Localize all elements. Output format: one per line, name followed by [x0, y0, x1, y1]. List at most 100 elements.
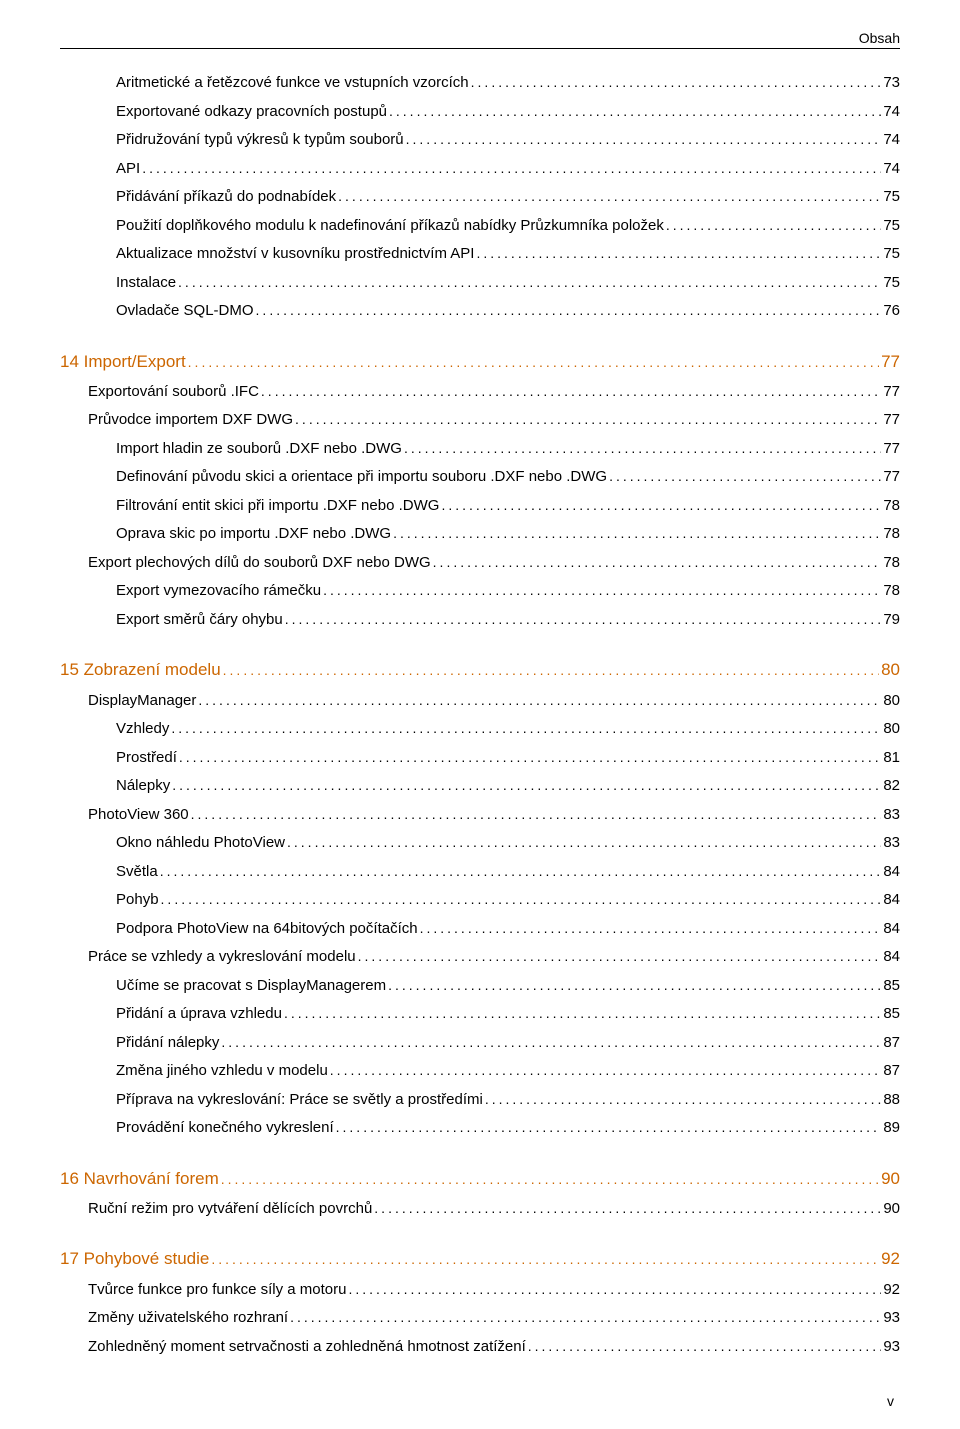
toc-entry-row[interactable]: Pohyb84: [60, 886, 900, 915]
toc-entry-row[interactable]: Změna jiného vzhledu v modelu87: [60, 1057, 900, 1086]
toc-chapter-row[interactable]: 15 Zobrazení modelu80: [60, 654, 900, 686]
toc-entry-label: Instalace: [116, 269, 176, 298]
toc-entry-label: Export vymezovacího rámečku: [116, 577, 321, 606]
toc-entry-page: 89: [883, 1114, 900, 1143]
toc-entry-page: 88: [883, 1086, 900, 1115]
toc-dots: [223, 654, 879, 686]
toc-entry-label: Vzhledy: [116, 715, 169, 744]
toc-entry-page: 81: [883, 744, 900, 773]
toc-dots: [374, 1195, 881, 1224]
toc-entry-row[interactable]: Světla84: [60, 858, 900, 887]
toc-dots: [420, 915, 882, 944]
toc-entry-row[interactable]: Příprava na vykreslování: Práce se světl…: [60, 1086, 900, 1115]
table-of-contents: Aritmetické a řetězcové funkce ve vstupn…: [60, 69, 900, 1361]
toc-chapter-row[interactable]: 17 Pohybové studie 92: [60, 1243, 900, 1275]
toc-entry-row[interactable]: Aktualizace množství v kusovníku prostře…: [60, 240, 900, 269]
toc-entry-label: Změny uživatelského rozhraní: [88, 1304, 288, 1333]
toc-entry-row[interactable]: Vzhledy80: [60, 715, 900, 744]
toc-chapter-row[interactable]: 16 Navrhování forem90: [60, 1163, 900, 1195]
toc-group: 15 Zobrazení modelu80DisplayManager 80Vz…: [60, 654, 900, 1142]
toc-entry-label: Export plechových dílů do souborů DXF ne…: [88, 549, 431, 578]
toc-entry-row[interactable]: Filtrování entit skici při importu .DXF …: [60, 492, 900, 521]
toc-entry-row[interactable]: Tvůrce funkce pro funkce síly a motoru92: [60, 1276, 900, 1305]
toc-entry-label: 15 Zobrazení modelu: [60, 654, 221, 686]
toc-dots: [161, 886, 882, 915]
toc-dots: [284, 1000, 881, 1029]
toc-entry-row[interactable]: Ruční režim pro vytváření dělících povrc…: [60, 1195, 900, 1224]
toc-entry-row[interactable]: Použití doplňkového modulu k nadefinován…: [60, 212, 900, 241]
page: Obsah Aritmetické a řetězcové funkce ve …: [0, 0, 960, 1429]
toc-dots: [406, 126, 882, 155]
toc-entry-row[interactable]: Průvodce importem DXF DWG77: [60, 406, 900, 435]
toc-entry-row[interactable]: Aritmetické a řetězcové funkce ve vstupn…: [60, 69, 900, 98]
toc-entry-row[interactable]: Oprava skic po importu .DXF nebo .DWG78: [60, 520, 900, 549]
toc-entry-row[interactable]: Definování původu skici a orientace při …: [60, 463, 900, 492]
toc-entry-page: 87: [883, 1029, 900, 1058]
toc-dots: [295, 406, 881, 435]
toc-entry-label: Práce se vzhledy a vykreslování modelu: [88, 943, 356, 972]
toc-entry-label: Filtrování entit skici při importu .DXF …: [116, 492, 439, 521]
toc-entry-row[interactable]: Práce se vzhledy a vykreslování modelu 84: [60, 943, 900, 972]
toc-entry-row[interactable]: Okno náhledu PhotoView83: [60, 829, 900, 858]
toc-entry-page: 83: [883, 801, 900, 830]
toc-dots: [666, 212, 881, 241]
toc-entry-label: Provádění konečného vykreslení: [116, 1114, 334, 1143]
toc-entry-page: 84: [883, 943, 900, 972]
toc-entry-row[interactable]: Změny uživatelského rozhraní93: [60, 1304, 900, 1333]
toc-entry-label: Export směrů čáry ohybu: [116, 606, 283, 635]
toc-entry-row[interactable]: API74: [60, 155, 900, 184]
page-footer: v: [887, 1393, 894, 1409]
toc-entry-row[interactable]: Provádění konečného vykreslení 89: [60, 1114, 900, 1143]
toc-group: 16 Navrhování forem90Ruční režim pro vyt…: [60, 1163, 900, 1224]
toc-entry-label: Přidání a úprava vzhledu: [116, 1000, 282, 1029]
toc-dots: [485, 1086, 882, 1115]
toc-entry-page: 79: [883, 606, 900, 635]
toc-entry-page: 82: [883, 772, 900, 801]
toc-entry-row[interactable]: DisplayManager 80: [60, 687, 900, 716]
toc-entry-page: 85: [883, 1000, 900, 1029]
toc-entry-row[interactable]: Přidávání příkazů do podnabídek75: [60, 183, 900, 212]
toc-dots: [171, 715, 881, 744]
toc-entry-page: 92: [881, 1243, 900, 1275]
toc-entry-label: Nálepky: [116, 772, 170, 801]
header-divider: [60, 48, 900, 49]
toc-entry-row[interactable]: Přidružování typů výkresů k typům soubor…: [60, 126, 900, 155]
toc-entry-row[interactable]: Zohledněný moment setrvačnosti a zohledn…: [60, 1333, 900, 1362]
toc-entry-page: 90: [881, 1163, 900, 1195]
toc-entry-row[interactable]: Instalace75: [60, 269, 900, 298]
toc-entry-row[interactable]: Exportování souborů .IFC77: [60, 378, 900, 407]
toc-entry-label: Příprava na vykreslování: Práce se světl…: [116, 1086, 483, 1115]
toc-dots: [433, 549, 882, 578]
toc-entry-row[interactable]: PhotoView 360 83: [60, 801, 900, 830]
toc-entry-page: 80: [883, 687, 900, 716]
toc-entry-label: 17 Pohybové studie: [60, 1243, 209, 1275]
toc-entry-row[interactable]: Ovladače SQL-DMO76: [60, 297, 900, 326]
toc-entry-row[interactable]: Export vymezovacího rámečku78: [60, 577, 900, 606]
header-label: Obsah: [60, 30, 900, 46]
toc-entry-row[interactable]: Nálepky 82: [60, 772, 900, 801]
toc-entry-row[interactable]: Přidání a úprava vzhledu 85: [60, 1000, 900, 1029]
toc-dots: [609, 463, 881, 492]
toc-entry-row[interactable]: Import hladin ze souborů .DXF nebo .DWG7…: [60, 435, 900, 464]
toc-entry-page: 93: [883, 1333, 900, 1362]
toc-entry-page: 78: [883, 492, 900, 521]
toc-entry-page: 92: [883, 1276, 900, 1305]
toc-entry-page: 84: [883, 915, 900, 944]
toc-entry-label: DisplayManager: [88, 687, 196, 716]
toc-entry-row[interactable]: Exportované odkazy pracovních postupů74: [60, 98, 900, 127]
toc-entry-row[interactable]: Přidání nálepky87: [60, 1029, 900, 1058]
toc-entry-row[interactable]: Učíme se pracovat s DisplayManagerem85: [60, 972, 900, 1001]
toc-entry-row[interactable]: Podpora PhotoView na 64bitových počítačí…: [60, 915, 900, 944]
toc-entry-label: Zohledněný moment setrvačnosti a zohledn…: [88, 1333, 526, 1362]
toc-dots: [323, 577, 881, 606]
toc-dots: [287, 829, 881, 858]
toc-entry-row[interactable]: Export směrů čáry ohybu 79: [60, 606, 900, 635]
toc-entry-label: PhotoView 360: [88, 801, 189, 830]
toc-entry-page: 77: [883, 406, 900, 435]
toc-entry-page: 75: [883, 212, 900, 241]
toc-entry-row[interactable]: Export plechových dílů do souborů DXF ne…: [60, 549, 900, 578]
toc-entry-row[interactable]: Prostředí81: [60, 744, 900, 773]
toc-entry-label: Definování původu skici a orientace při …: [116, 463, 607, 492]
toc-chapter-row[interactable]: 14 Import/Export77: [60, 346, 900, 378]
toc-dots: [393, 520, 881, 549]
